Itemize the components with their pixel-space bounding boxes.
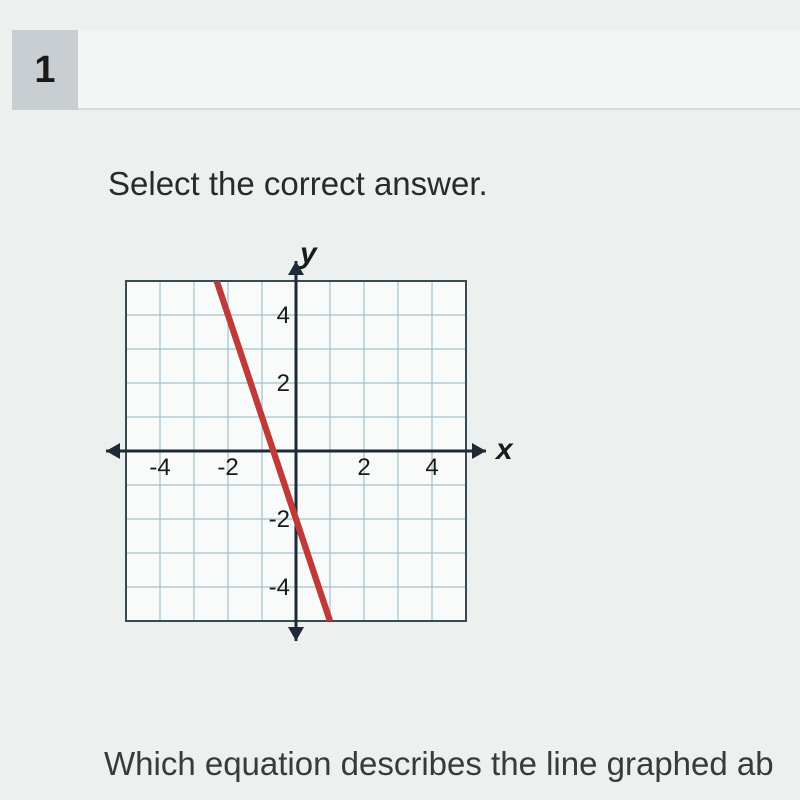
svg-text:-4: -4 [149, 454, 170, 481]
svg-text:y: y [298, 245, 318, 270]
coordinate-chart: -4 -2 2 4 4 2 -2 -4 y x [88, 245, 528, 665]
svg-text:-2: -2 [269, 506, 290, 533]
question-number: 1 [34, 49, 55, 92]
svg-text:x: x [494, 433, 514, 466]
chart-svg: -4 -2 2 4 4 2 -2 -4 y x [88, 245, 528, 665]
header-bar [12, 30, 800, 110]
svg-text:2: 2 [277, 370, 290, 397]
question-footer: Which equation describes the line graphe… [104, 745, 774, 783]
svg-text:4: 4 [277, 302, 290, 329]
svg-text:-2: -2 [217, 454, 238, 481]
question-number-badge: 1 [12, 30, 78, 110]
svg-text:4: 4 [425, 454, 438, 481]
svg-text:-4: -4 [269, 574, 290, 601]
instruction-text: Select the correct answer. [108, 165, 488, 203]
svg-text:2: 2 [357, 454, 370, 481]
